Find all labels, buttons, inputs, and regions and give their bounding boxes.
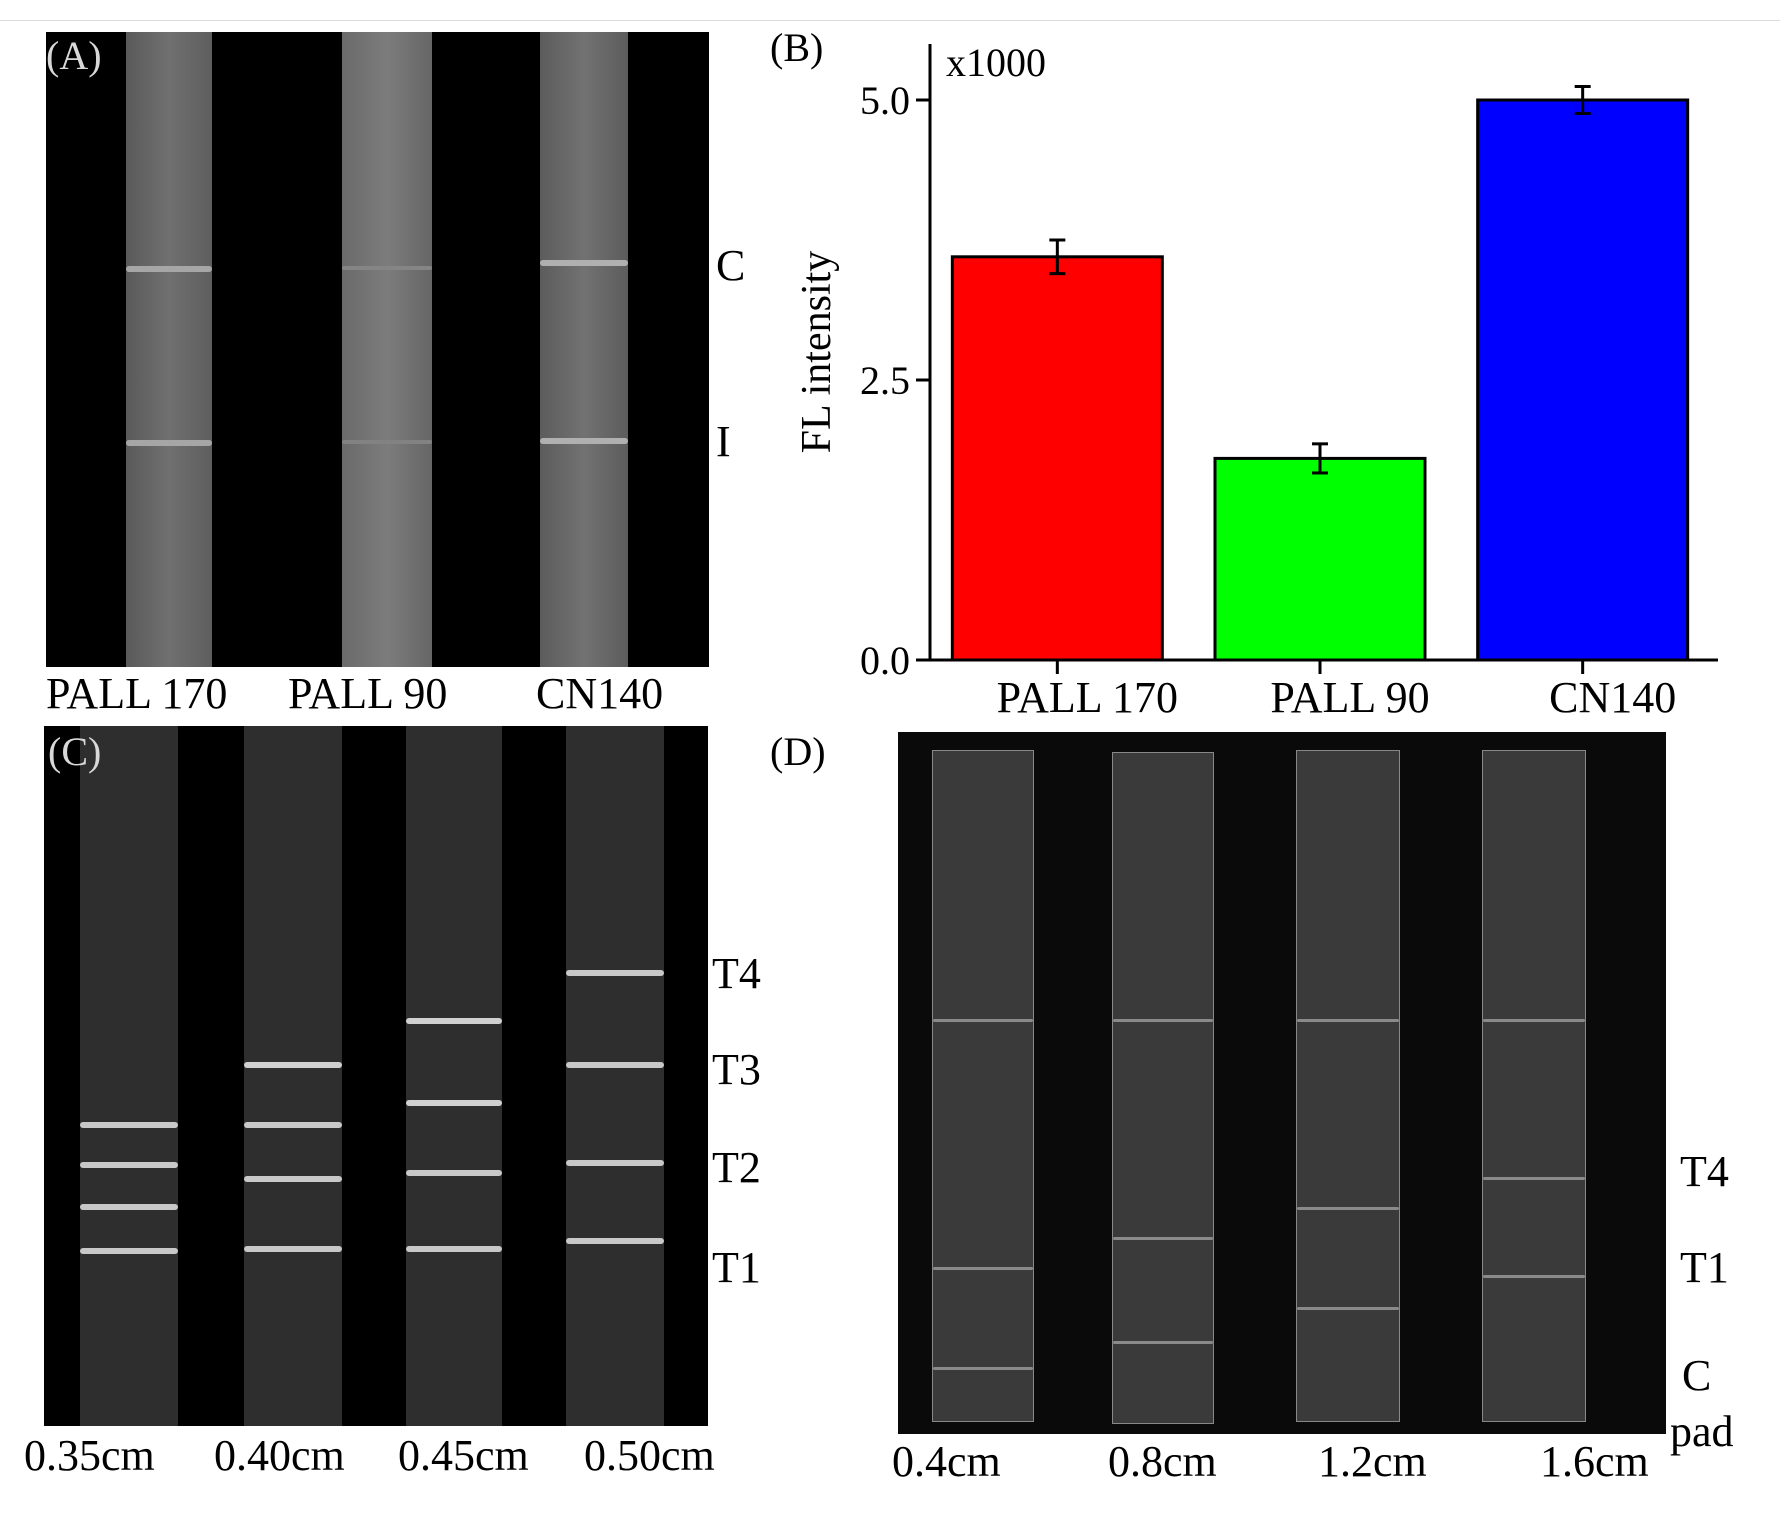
line-label-c: C [1682,1351,1712,1400]
panel-d-strip-2 [1112,752,1214,1424]
test-line [566,1160,664,1166]
line-label-t1: T1 [1680,1243,1729,1292]
panel-c-strip-3 [406,726,502,1426]
y-tick-label: 2.5 [860,358,910,403]
control-line [540,260,628,266]
top-divider [0,20,1780,21]
strip-label: 1.2cm [1318,1437,1427,1486]
test-line [406,1170,502,1176]
strip-label: 0.40cm [214,1431,345,1480]
y-axis-label: FL intensity [794,251,840,454]
test-line [80,1248,178,1254]
test-line [933,1267,1033,1270]
strip-label: 0.45cm [398,1431,529,1480]
line-label-t4: T4 [712,949,761,998]
line-label-c: C [716,241,746,290]
panel-c-strip-4 [566,726,664,1426]
bar [1476,98,1690,662]
test-line [80,1162,178,1168]
test-line [1483,1019,1585,1022]
strip-label: 0.8cm [1108,1437,1217,1486]
test-line [244,1246,342,1252]
strip-label: 0.50cm [584,1431,715,1480]
test-line [406,1246,502,1252]
panel-a-strip-3 [540,32,628,667]
test-line [1113,1341,1213,1344]
panel-d-photo [898,732,1666,1434]
panel-c-tag: (C) [48,729,102,774]
control-line [126,266,212,272]
test-line [244,1062,342,1068]
y-tick-label: 0.0 [860,638,910,683]
panel-c-photo: (C) [44,726,708,1426]
test-line [244,1176,342,1182]
y-multiplier-label: x1000 [946,40,1046,85]
test-line [566,1238,664,1244]
test-line [1113,1019,1213,1022]
strip-label: 1.6cm [1540,1437,1649,1486]
x-tick-label: PALL 90 [1270,673,1429,722]
test-line [933,1367,1033,1370]
line-label-i: I [716,417,731,466]
panel-a-tag: (A) [46,33,102,78]
strip-label: 0.4cm [892,1437,1001,1486]
test-line [80,1122,178,1128]
panel-d-tag: (D) [770,729,826,774]
line-label-t2: T2 [712,1143,761,1192]
test-line [406,1100,502,1106]
strip-label: CN140 [536,669,664,718]
line-label-t1: T1 [712,1243,761,1292]
bar-chart: 0.0 2.5 5.0 x1000 FL intensity PALL 170 PALL 9… [794,40,1718,722]
line-label-pad: pad [1670,1407,1734,1456]
bar [950,255,1164,662]
test-line [244,1122,342,1128]
test-line [342,440,432,444]
control-line [342,266,432,270]
panel-a-strip-1 [126,32,212,667]
bar [1213,456,1427,662]
panel-d-strip-4 [1482,750,1586,1422]
test-line [566,970,664,976]
test-line [80,1204,178,1210]
panel-d-strip-1 [932,750,1034,1422]
x-tick-label: PALL 170 [997,673,1178,722]
panel-a-photo: (A) [46,32,709,667]
test-line [1297,1019,1399,1022]
line-label-t4: T4 [1680,1147,1729,1196]
test-line [933,1019,1033,1022]
test-line [1297,1207,1399,1210]
test-line [1113,1237,1213,1240]
test-line [1483,1275,1585,1278]
test-line [1297,1307,1399,1310]
line-label-t3: T3 [712,1045,761,1094]
panel-c-strip-1 [80,726,178,1426]
strip-label: PALL 90 [288,669,448,718]
x-tick-label: CN140 [1549,673,1676,722]
test-line [1483,1177,1585,1180]
test-line [126,440,212,446]
test-line [406,1018,502,1024]
strip-label: 0.35cm [24,1431,155,1480]
panel-b-tag: (B) [770,25,824,70]
strip-label: PALL 170 [46,669,228,718]
panel-d-strip-3 [1296,750,1400,1422]
y-tick-label: 5.0 [860,78,910,123]
test-line [540,438,628,444]
panel-c-strip-2 [244,726,342,1426]
panel-a-strip-2 [342,32,432,667]
test-line [566,1062,664,1068]
